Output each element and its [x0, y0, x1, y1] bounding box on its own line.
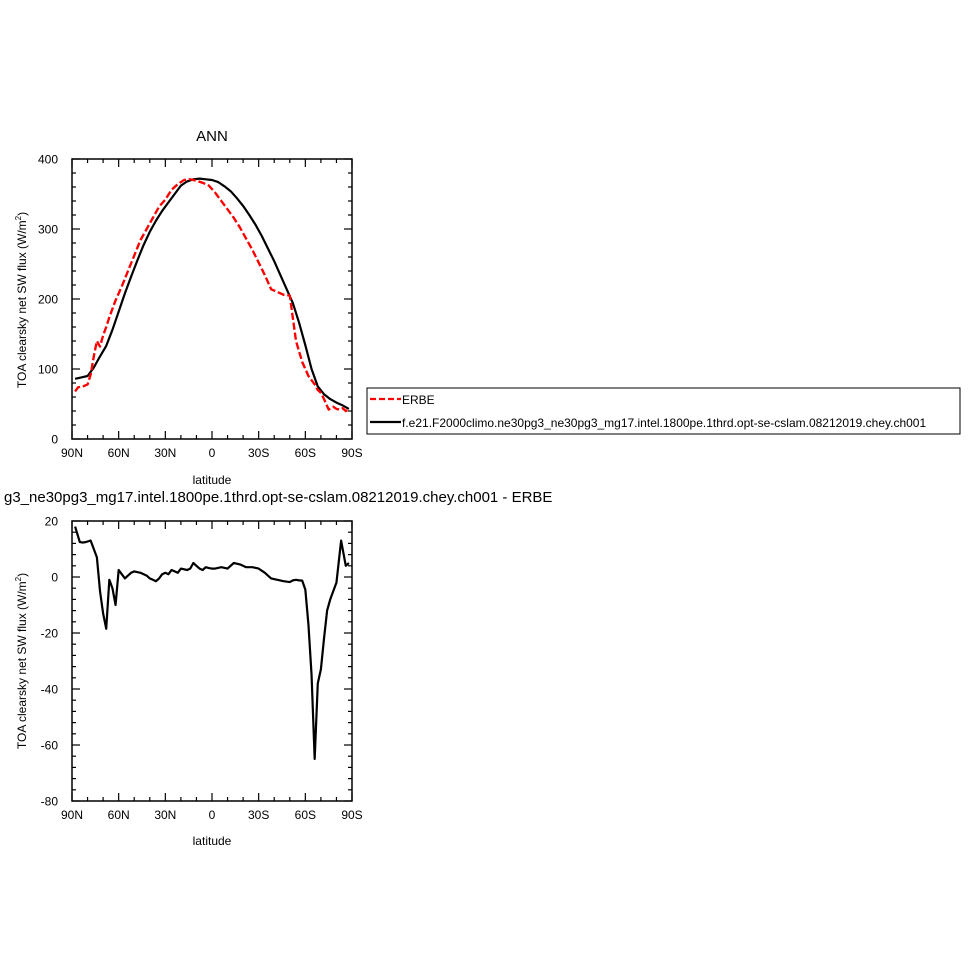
top-y-axis-label: TOA clearsky net SW flux (W/m2): [14, 212, 29, 388]
bottom-y-tick-label: 20: [45, 515, 59, 529]
bottom-x-tick-label: 30N: [154, 808, 176, 822]
top-x-tick-label: 60S: [295, 446, 316, 460]
top-panel: ANN 90N 60N 30N 0 30S 60S 90S 0 100 200 300 400 lat…: [14, 128, 363, 487]
bottom-chart-title: g3_ne30pg3_mg17.intel.1800pe.1thrd.opt-s…: [4, 489, 552, 506]
top-x-tick-label: 0: [209, 446, 216, 460]
top-series-line-top: [74, 178, 350, 413]
top-y-tick-label: 200: [38, 293, 58, 307]
bottom-x-tick-label: 0: [209, 808, 216, 822]
top-plot-frame: [71, 158, 353, 440]
legend-box: [366, 387, 961, 435]
bottom-y-tick-label: -60: [41, 739, 59, 753]
bottom-y-tick-label: 0: [51, 571, 58, 585]
bottom-x-tick-label: 90N: [61, 808, 83, 822]
bottom-x-tick-label: 60S: [295, 808, 316, 822]
top-series-line-1: [74, 177, 350, 410]
bottom-x-tick-label: 30S: [248, 808, 269, 822]
top-x-tick-label: 30N: [154, 446, 176, 460]
bottom-plot-frame: [71, 520, 353, 802]
bottom-ticks-group: 90N 60N 30N 0 30S 60S 90S -80 -60 -40 -20 0 20: [41, 515, 363, 823]
bottom-series-group: [74, 526, 350, 761]
top-x-axis-label: latitude: [193, 473, 232, 487]
legend: ERBE f.e21.F2000climo.ne30pg3_ne30pg3_mg…: [366, 387, 961, 435]
bottom-y-tick-label: -80: [41, 795, 59, 809]
top-x-tick-label: 90S: [341, 446, 362, 460]
legend-erbe-label: ERBE: [402, 393, 435, 407]
bottom-x-tick-label: 60N: [108, 808, 130, 822]
top-y-tick-label: 300: [38, 223, 58, 237]
bottom-y-tick-label: -40: [41, 683, 59, 697]
top-y-tick-label: 0: [51, 433, 58, 447]
legend-model-label: f.e21.F2000climo.ne30pg3_ne30pg3_mg17.in…: [402, 416, 926, 430]
top-y-tick-label: 100: [38, 363, 58, 377]
bottom-series-line-0: [74, 526, 350, 761]
top-x-tick-label: 30S: [248, 446, 269, 460]
bottom-y-axis-label: TOA clearsky net SW flux (W/m2): [14, 573, 29, 749]
top-y-tick-label: 400: [38, 153, 58, 167]
bottom-y-tick-label: -20: [41, 627, 59, 641]
bottom-panel: g3_ne30pg3_mg17.intel.1800pe.1thrd.opt-s…: [4, 489, 552, 848]
top-x-tick-label: 90N: [61, 446, 83, 460]
top-chart-title: ANN: [196, 128, 228, 145]
bottom-x-tick-label: 90S: [341, 808, 362, 822]
top-x-tick-label: 60N: [108, 446, 130, 460]
top-ticks-group: 90N 60N 30N 0 30S 60S 90S 0 100 200 300 400: [38, 153, 363, 461]
bottom-x-axis-label: latitude: [193, 834, 232, 848]
top-series-group: [74, 177, 350, 413]
